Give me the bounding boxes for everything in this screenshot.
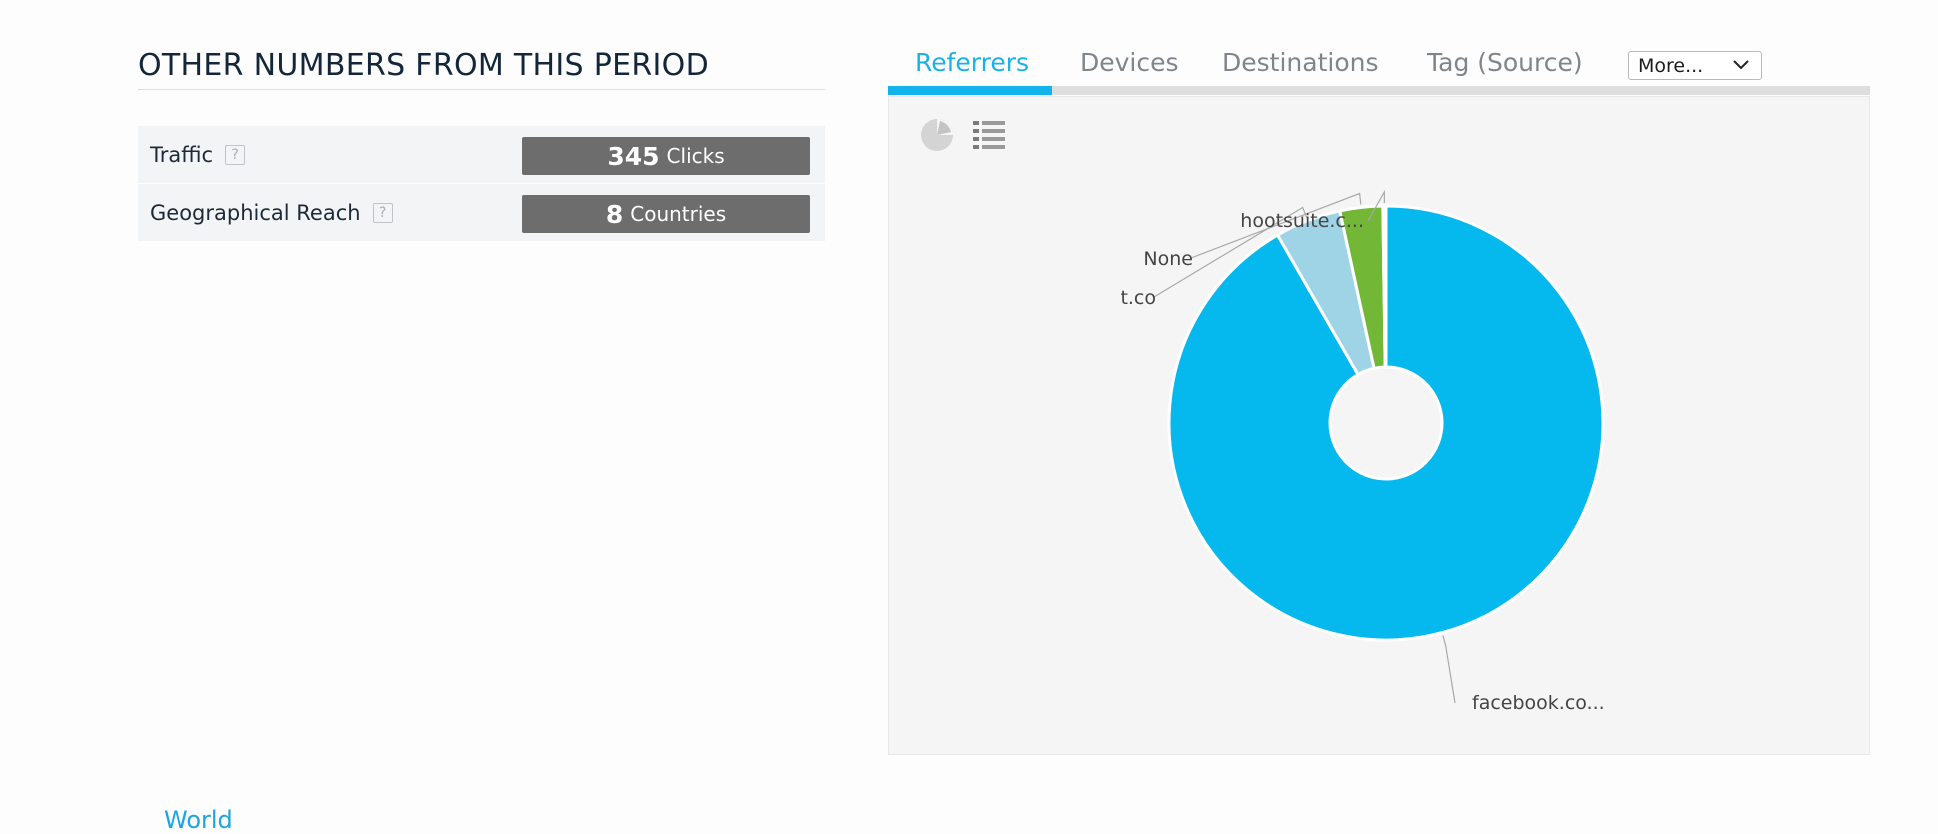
pie-chart-icon[interactable]	[919, 117, 955, 153]
section-title: OTHER NUMBERS FROM THIS PERIOD	[138, 40, 825, 90]
stat-number: 345	[607, 141, 660, 171]
slice-connector	[1442, 635, 1456, 704]
tab-destinations[interactable]: Destinations	[1222, 48, 1379, 77]
slice-label: facebook.co...	[1472, 692, 1605, 714]
stat-unit: Countries	[630, 202, 727, 226]
slice-connector	[1190, 192, 1362, 259]
active-tab-indicator	[888, 86, 1052, 95]
slice-label: hootsuite.c...	[1240, 210, 1364, 232]
help-icon[interactable]: ?	[225, 144, 246, 165]
stat-label: Geographical Reach	[150, 200, 361, 225]
world-link[interactable]: World	[164, 806, 233, 834]
more-select-value: More...	[1638, 54, 1704, 77]
pie-slice[interactable]	[1167, 204, 1605, 642]
slice-label: t.co	[1120, 287, 1156, 309]
list-icon[interactable]	[971, 117, 1007, 153]
chevron-down-icon	[1733, 60, 1749, 70]
chart-view-toggle	[919, 117, 1007, 153]
stat-number: 8	[605, 199, 624, 229]
pie-slice[interactable]	[1381, 204, 1388, 369]
stat-row-traffic: Traffic ? 345 Clicks	[138, 126, 825, 183]
summary-panel: OTHER NUMBERS FROM THIS PERIOD Traffic ?…	[138, 40, 825, 242]
more-select[interactable]: More...	[1628, 51, 1762, 80]
stat-label: Traffic	[150, 142, 214, 167]
stat-value-badge: 345 Clicks	[522, 137, 810, 175]
slice-label: None	[1143, 248, 1193, 270]
tab-devices[interactable]: Devices	[1080, 48, 1179, 77]
tab-referrers[interactable]: Referrers	[915, 48, 1030, 77]
tab-bar	[888, 86, 1870, 95]
breakdown-panel: Referrers Devices Destinations Tag (Sour…	[888, 40, 1870, 755]
stats-list: Traffic ? 345 Clicks Geographical Reach …	[138, 126, 825, 241]
stat-value-badge: 8 Countries	[522, 195, 810, 233]
help-icon[interactable]: ?	[372, 202, 393, 223]
slice-connector	[1367, 189, 1386, 222]
tab-tag-source[interactable]: Tag (Source)	[1427, 48, 1583, 77]
tab-strip: Referrers Devices Destinations Tag (Sour…	[888, 40, 1870, 96]
chart-panel: facebook.co... t.co None hootsuite.c...	[888, 96, 1870, 755]
stat-row-geographical-reach: Geographical Reach ? 8 Countries	[138, 184, 825, 241]
pie-chart: facebook.co... t.co None hootsuite.c...	[1120, 189, 1605, 714]
stat-unit: Clicks	[666, 144, 725, 168]
